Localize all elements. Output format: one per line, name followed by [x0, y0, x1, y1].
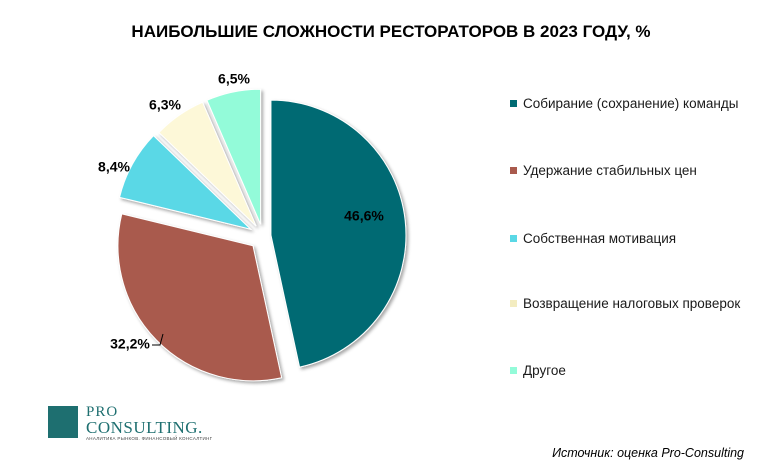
- legend-label: Собирание (сохранение) команды: [523, 96, 739, 111]
- legend-swatch: [510, 235, 517, 242]
- leader-line: [152, 333, 164, 346]
- logo-mark-icon: [48, 406, 78, 438]
- slice-label-4: 6,3%: [149, 97, 181, 113]
- logo-pro-text: PRO: [86, 404, 119, 420]
- slice-label-1: 46,6%: [344, 208, 384, 224]
- chart-title: НАИБОЛЬШИЕ СЛОЖНОСТИ РЕСТОРАТОРОВ В 2023…: [131, 22, 651, 41]
- pie-slice-3: [118, 134, 253, 231]
- pro-consulting-logo: PRO CONSULTING. АНАЛИТИКА РЫНКОВ. ФИНАНС…: [48, 404, 212, 442]
- pie-slice-4: [158, 101, 257, 227]
- legend-label: Другое: [523, 363, 566, 378]
- slice-label-2: 32,2%: [110, 336, 150, 352]
- legend-label: Возвращение налоговых проверок: [523, 296, 741, 311]
- legend-label: Удержание стабильных цен: [523, 163, 697, 178]
- pie-slice-2: [117, 213, 283, 382]
- logo-tagline: АНАЛИТИКА РЫНКОВ. ФИНАНСОВЫЙ КОНСАЛТИНГ: [86, 436, 213, 441]
- legend-swatch: [510, 167, 517, 174]
- logo-consulting-text: CONSULTING.: [86, 418, 203, 437]
- legend-swatch: [510, 100, 517, 107]
- source-note: Источник: оценка Pro-Consulting: [552, 446, 744, 460]
- legend-swatch: [510, 367, 517, 374]
- pie-slice-1: [270, 99, 407, 368]
- legend-label: Собственная мотивация: [523, 231, 677, 246]
- legend-swatch: [510, 300, 517, 307]
- pie-slice-5: [206, 88, 262, 225]
- slice-label-5: 6,5%: [218, 71, 250, 87]
- slice-label-3: 8,4%: [98, 159, 130, 175]
